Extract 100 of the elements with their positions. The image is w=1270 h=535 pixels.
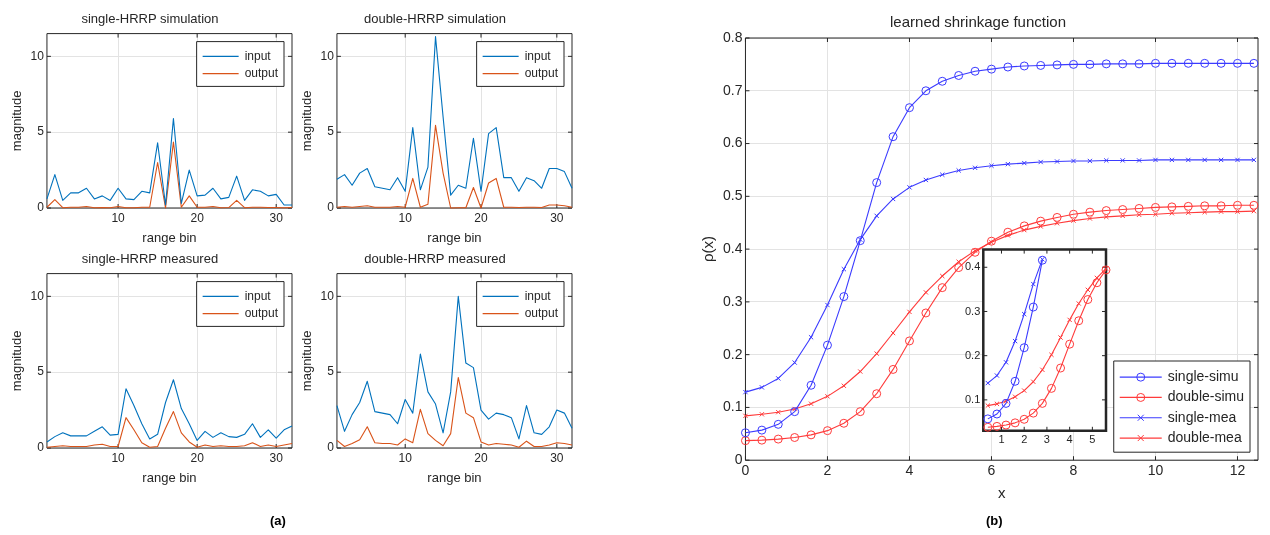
point <box>983 422 993 432</box>
point <box>1118 205 1128 215</box>
point <box>1028 408 1038 418</box>
point <box>1120 157 1126 164</box>
y-tick-label: 10 <box>320 48 335 63</box>
point <box>759 384 765 390</box>
y-axis-title: magnitude <box>9 90 25 152</box>
point <box>1039 367 1045 373</box>
point <box>1070 217 1077 224</box>
x-tick-label: 20 <box>190 450 205 465</box>
legend-label: input <box>524 48 552 63</box>
point <box>992 421 1002 431</box>
point <box>1101 206 1111 216</box>
point <box>1134 203 1144 213</box>
x-tick-label: 8 <box>1069 462 1078 479</box>
y-axis-title: magnitude <box>299 90 315 152</box>
point <box>937 283 947 293</box>
point <box>839 418 849 428</box>
point <box>1234 209 1241 215</box>
point <box>792 359 798 366</box>
point <box>1202 209 1208 215</box>
x-tick-label: 6 <box>987 462 996 479</box>
point <box>1218 157 1224 163</box>
point <box>1070 158 1077 164</box>
point <box>1054 220 1060 226</box>
point <box>1019 61 1029 71</box>
point <box>1038 159 1044 165</box>
x-tick-label: 3 <box>1043 433 1050 446</box>
point <box>1019 414 1029 424</box>
point <box>1169 210 1175 216</box>
y-tick-label: 0.5 <box>722 187 743 204</box>
point <box>790 433 800 443</box>
point <box>1085 59 1095 69</box>
y-tick-label: 0 <box>327 200 335 215</box>
y-tick-label: 10 <box>30 48 45 63</box>
x-tick-label: 10 <box>111 210 126 225</box>
point <box>1065 339 1075 349</box>
point <box>1120 213 1126 219</box>
y-tick-label: 0.3 <box>964 304 981 317</box>
x-tick-label: 30 <box>550 450 564 465</box>
point <box>1048 352 1055 358</box>
y-axis-title: magnitude <box>299 330 315 392</box>
point <box>808 401 814 407</box>
point <box>956 167 962 174</box>
point <box>1012 394 1018 400</box>
point <box>775 409 781 415</box>
point <box>994 401 1000 407</box>
point <box>1185 210 1191 216</box>
point <box>970 66 980 76</box>
point <box>841 383 847 389</box>
point <box>874 213 880 219</box>
point <box>888 364 898 374</box>
point <box>1076 300 1082 307</box>
point <box>983 414 993 424</box>
point <box>1218 209 1224 215</box>
x-tick-label: 2 <box>823 462 832 479</box>
point <box>1087 215 1093 222</box>
point <box>954 263 964 273</box>
legend-label: single-simu <box>1167 368 1239 385</box>
legend-label: single-mea <box>1167 408 1237 425</box>
x-tick-label: 1 <box>998 433 1005 446</box>
point <box>1083 295 1093 305</box>
point <box>1249 200 1259 210</box>
point <box>956 259 962 265</box>
x-tick-label: 10 <box>398 210 413 225</box>
y-tick-label: 5 <box>37 364 45 379</box>
chart-title: double-HRRP simulation <box>363 11 507 27</box>
x-tick-label: 4 <box>1066 433 1073 446</box>
point <box>1150 58 1160 68</box>
y-tick-label: 0.2 <box>964 348 981 361</box>
point <box>1092 278 1102 288</box>
y-tick-label: 0.1 <box>964 392 981 405</box>
point <box>857 368 863 375</box>
y-tick-label: 0.4 <box>722 239 743 256</box>
point <box>1200 58 1210 68</box>
point <box>773 419 783 429</box>
point <box>1103 157 1109 164</box>
point <box>939 273 945 279</box>
x-tick-label: 4 <box>905 462 914 479</box>
point <box>1183 58 1193 68</box>
point <box>972 165 978 171</box>
point <box>1202 157 1208 163</box>
point <box>790 407 800 417</box>
point <box>1067 317 1073 323</box>
y-tick-label: 0.1 <box>722 398 743 415</box>
point <box>954 70 964 80</box>
x-axis-title: x <box>997 484 1006 502</box>
point <box>1234 157 1241 163</box>
point <box>824 393 831 399</box>
point <box>1005 161 1011 167</box>
x-tick-label: 20 <box>474 450 489 465</box>
point <box>1068 59 1078 69</box>
x-axis-title: range bin <box>142 469 197 485</box>
y-tick-label: 5 <box>327 364 335 379</box>
point <box>1003 227 1013 237</box>
point <box>1134 59 1144 69</box>
point <box>1233 58 1242 68</box>
point <box>1030 281 1036 287</box>
point <box>1136 157 1142 164</box>
chart-title: double-HRRP measured <box>364 251 506 267</box>
